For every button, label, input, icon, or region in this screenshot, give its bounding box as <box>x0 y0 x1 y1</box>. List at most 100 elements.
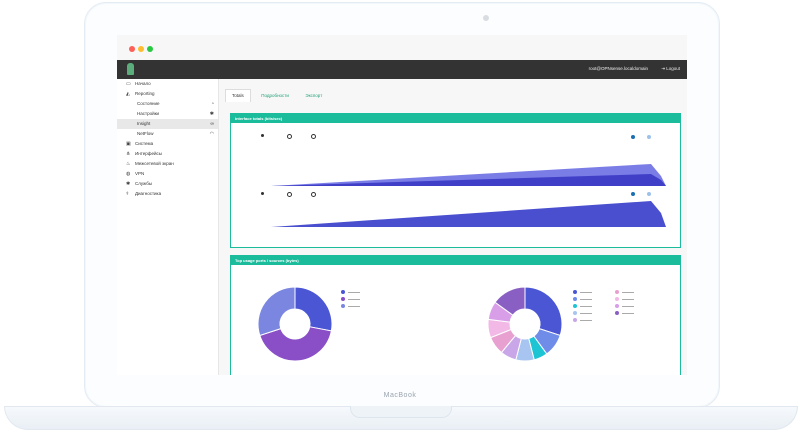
legend-label-placeholder <box>622 305 634 307</box>
legend-label-placeholder <box>580 291 592 293</box>
sidebar-item-label: Интерфейсы <box>135 151 162 156</box>
legend-marker-icon <box>615 311 619 316</box>
area-series-dark <box>271 201 666 227</box>
window-titlebar <box>117 35 687 59</box>
legend-label-placeholder <box>622 291 634 293</box>
sidebar-item-label: Reporting <box>135 91 155 96</box>
sidebar-sub-label: NetFlow <box>137 131 154 136</box>
donut-slice[interactable] <box>259 326 332 362</box>
sidebar-item-firewall[interactable]: ♨ Межсетевой экран <box>117 159 218 169</box>
tab-details[interactable]: Подробности <box>261 93 289 98</box>
donut-slice[interactable] <box>294 286 333 332</box>
minimize-button[interactable] <box>138 46 144 52</box>
legend-item[interactable] <box>341 290 360 295</box>
radio-icon[interactable] <box>311 192 316 197</box>
legend-item[interactable] <box>573 297 592 302</box>
legend-item[interactable] <box>573 290 592 295</box>
legend-dot-icon[interactable] <box>647 135 651 139</box>
legend-marker-icon <box>341 290 345 295</box>
area-chart-2 <box>271 201 666 227</box>
legend-label-placeholder <box>580 312 592 314</box>
legend-marker-icon <box>615 304 619 309</box>
sidebar-item-services[interactable]: ✱ Службы <box>117 179 218 189</box>
sidebar-sub-status[interactable]: Состояние ◔ <box>117 99 218 109</box>
legend-marker-icon <box>573 297 577 302</box>
laptop-icon: ▭ <box>126 81 131 87</box>
legend-dot-icon[interactable] <box>631 135 635 139</box>
globe-icon: ◍ <box>126 171 131 177</box>
legend-item[interactable] <box>341 297 360 302</box>
cog-icon: ✱ <box>209 111 214 117</box>
legend-marker-icon <box>573 304 577 309</box>
legend-item[interactable] <box>341 304 360 309</box>
legend-item[interactable] <box>615 290 634 295</box>
logout-link[interactable]: ⇥ Logout <box>661 66 680 72</box>
sitemap-icon: ⋔ <box>126 151 131 157</box>
sidebar-item-interfaces[interactable]: ⋔ Интерфейсы <box>117 149 218 159</box>
radio-icon[interactable] <box>287 192 292 197</box>
legend-label-placeholder <box>348 305 360 307</box>
legend-item[interactable] <box>615 311 634 316</box>
rss-icon: ◠ <box>209 131 214 137</box>
radio-icon[interactable] <box>261 134 264 137</box>
user-menu[interactable]: root@OPNsense.localdomain <box>588 66 648 71</box>
donut-chart-sources <box>487 286 563 362</box>
legend-marker-icon <box>573 290 577 295</box>
legend-label-placeholder <box>622 298 634 300</box>
legend-item[interactable] <box>573 311 592 316</box>
donut-slice[interactable] <box>494 286 526 316</box>
radio-icon[interactable] <box>311 134 316 139</box>
radio-icon[interactable] <box>261 192 264 195</box>
sidebar-item-diagnostics[interactable]: ⚕ Диагностика <box>117 189 218 199</box>
legend-item[interactable] <box>615 304 634 309</box>
legend-item[interactable] <box>615 297 634 302</box>
sidebar-item-label: VPN <box>135 171 145 176</box>
panel-title: Top usage ports / sources (bytes) <box>231 256 680 265</box>
legend-marker-icon <box>615 290 619 295</box>
legend-item[interactable] <box>573 304 592 309</box>
sidebar-item-vpn[interactable]: ◍ VPN <box>117 169 218 179</box>
cog-icon: ✱ <box>126 181 131 187</box>
dashboard-icon: ◔ <box>210 101 214 107</box>
sidebar-item-reporting[interactable]: ◭ Reporting <box>117 89 218 99</box>
sidebar-item-home[interactable]: ▭ Начало <box>117 79 218 89</box>
sidebar-item-system[interactable]: ▣ Система <box>117 139 218 149</box>
sidebar-sub-insight[interactable]: Insight ∞ <box>117 119 218 129</box>
sidebar-sub-settings[interactable]: Настройки ✱ <box>117 109 218 119</box>
sidebar-item-label: Начало <box>135 81 151 86</box>
screen: root@OPNsense.localdomain ⇥ Logout ▭ Нача… <box>117 35 687 375</box>
donut-chart-ports <box>257 286 333 362</box>
donut-slice[interactable] <box>524 286 563 337</box>
camera <box>483 15 489 21</box>
legend-marker-icon <box>615 297 619 302</box>
fire-icon: ♨ <box>126 161 131 167</box>
donut-slice[interactable] <box>257 286 296 337</box>
sidebar-item-label: Система <box>135 141 154 146</box>
legend-label-placeholder <box>348 291 360 293</box>
sidebar-sub-label: Insight <box>137 121 151 126</box>
legend-dot-icon[interactable] <box>631 192 635 196</box>
tab-totals[interactable]: Totals <box>225 89 251 102</box>
opnsense-logo[interactable] <box>127 63 134 75</box>
legend-item[interactable] <box>573 318 592 323</box>
radio-icon[interactable] <box>287 134 292 139</box>
close-button[interactable] <box>129 46 135 52</box>
tab-export[interactable]: Экспорт <box>305 93 323 98</box>
legend-label-placeholder <box>580 305 592 307</box>
legend-label-placeholder <box>580 319 592 321</box>
maximize-button[interactable] <box>147 46 153 52</box>
area-series-dark <box>271 174 666 186</box>
area-chart-icon: ◭ <box>126 91 130 97</box>
laptop-notch <box>350 406 452 418</box>
legend-label-placeholder <box>348 298 360 300</box>
panel-title: Interface totals (bits/sec) <box>231 114 680 123</box>
logout-label: Logout <box>666 66 680 71</box>
sign-out-icon: ⇥ <box>661 66 667 71</box>
legend-dot-icon[interactable] <box>647 192 651 196</box>
legend-marker-icon <box>341 297 345 302</box>
top-usage-panel: Top usage ports / sources (bytes) <box>230 255 681 375</box>
legend-label-placeholder <box>622 312 634 314</box>
desktop-icon: ▣ <box>126 141 131 147</box>
sidebar-sub-netflow[interactable]: NetFlow ◠ <box>117 129 218 139</box>
sidebar-sub-label: Настройки <box>137 111 160 116</box>
